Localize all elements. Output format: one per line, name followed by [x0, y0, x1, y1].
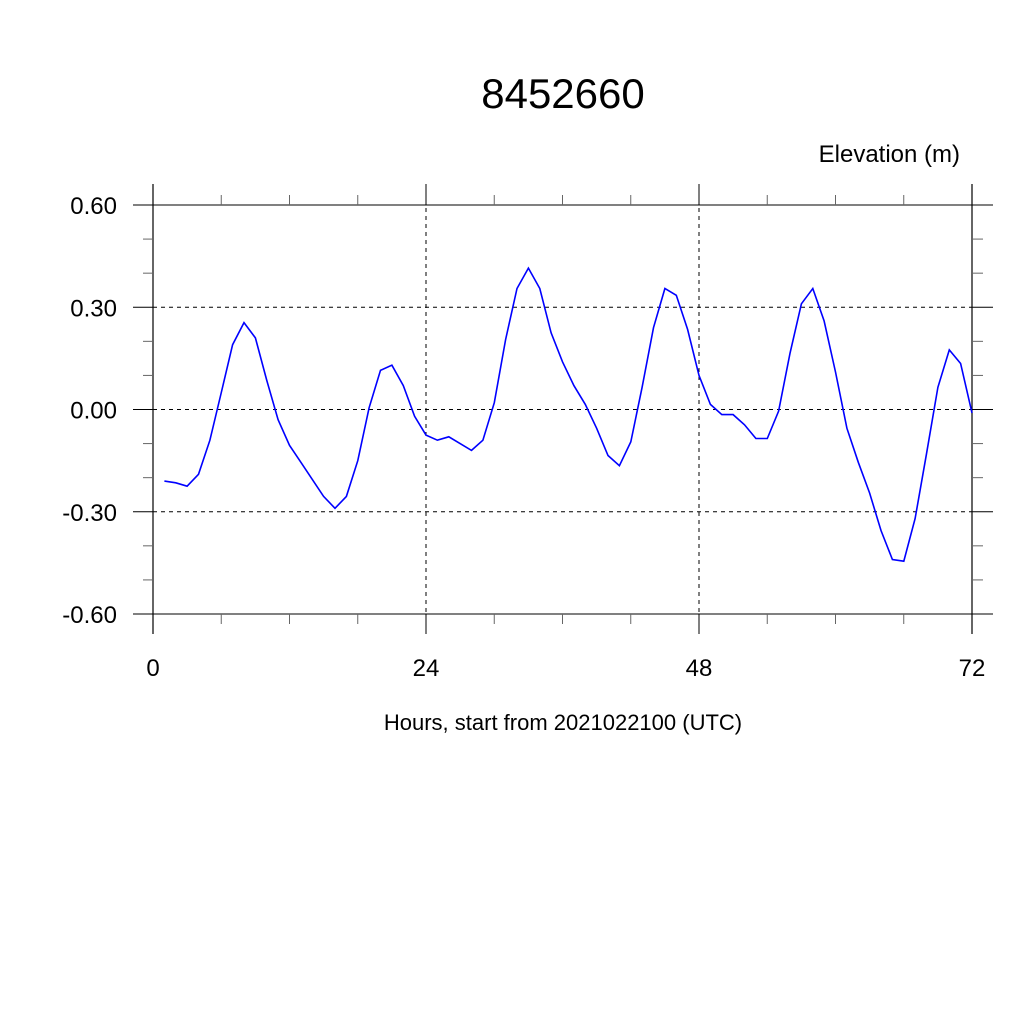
- grid: [152, 184, 973, 634]
- x-tick-label: 48: [686, 655, 713, 682]
- axes: [133, 184, 993, 634]
- y-tick-label: 0.00: [70, 398, 117, 425]
- y-tick-label: -0.60: [62, 602, 117, 629]
- x-axis-label: Hours, start from 2021022100 (UTC): [384, 710, 742, 735]
- y-axis-label: Elevation (m): [819, 141, 960, 168]
- series-line: [164, 266, 973, 563]
- tick-labels: 0.60 0.30 0.00 -0.30 -0.60 0 24 48 72: [62, 193, 985, 682]
- y-tick-label: 0.60: [70, 193, 117, 220]
- x-tick-label: 0: [146, 655, 159, 682]
- y-tick-label: 0.30: [70, 295, 117, 322]
- x-tick-label: 24: [413, 655, 440, 682]
- x-tick-label: 72: [959, 655, 986, 682]
- chart-title: 8452660: [481, 70, 645, 117]
- y-tick-label: -0.30: [62, 500, 117, 527]
